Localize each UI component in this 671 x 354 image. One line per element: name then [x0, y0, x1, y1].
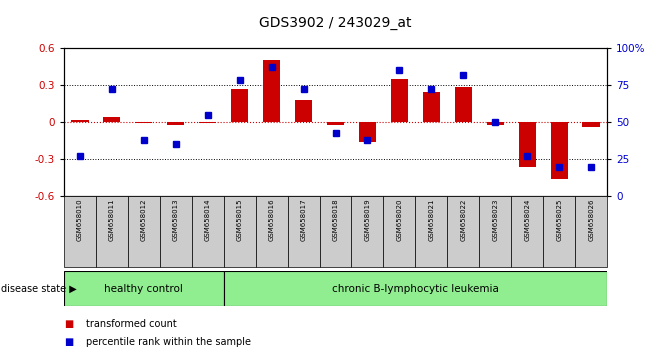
Bar [223, 271, 607, 306]
Bar [479, 196, 511, 267]
Text: transformed count: transformed count [86, 319, 176, 329]
Bar [135, 122, 152, 124]
Bar [423, 92, 440, 122]
Text: ■: ■ [64, 337, 73, 347]
Bar [511, 196, 544, 267]
Bar [327, 122, 344, 125]
Bar [582, 122, 600, 127]
Text: GSM658022: GSM658022 [460, 199, 466, 241]
Text: GSM658020: GSM658020 [397, 199, 403, 241]
Bar [288, 196, 319, 267]
Bar [167, 122, 185, 125]
Text: percentile rank within the sample: percentile rank within the sample [86, 337, 251, 347]
Bar [519, 122, 536, 167]
Bar [103, 117, 121, 122]
Bar [575, 196, 607, 267]
Bar [64, 196, 96, 267]
Text: GSM658021: GSM658021 [428, 199, 434, 241]
Bar [352, 196, 383, 267]
Text: GSM658015: GSM658015 [237, 199, 243, 241]
Text: disease state ▶: disease state ▶ [1, 284, 77, 293]
Bar [550, 122, 568, 179]
Bar [231, 89, 248, 122]
Text: GSM658016: GSM658016 [268, 199, 274, 241]
Text: healthy control: healthy control [104, 284, 183, 293]
Bar [96, 196, 127, 267]
Bar [486, 122, 504, 125]
Bar [359, 122, 376, 142]
Text: GSM658017: GSM658017 [301, 199, 307, 241]
Bar [263, 60, 280, 122]
Bar [223, 196, 256, 267]
Bar [256, 196, 288, 267]
Bar [415, 196, 448, 267]
Text: GSM658025: GSM658025 [556, 199, 562, 241]
Bar [383, 196, 415, 267]
Text: GSM658018: GSM658018 [333, 199, 338, 241]
Text: GSM658012: GSM658012 [141, 199, 147, 241]
Bar [448, 196, 479, 267]
Text: GSM658010: GSM658010 [76, 199, 83, 241]
Bar [319, 196, 352, 267]
Bar [160, 196, 192, 267]
Text: ■: ■ [64, 319, 73, 329]
Text: GSM658023: GSM658023 [493, 199, 499, 241]
Bar [454, 87, 472, 122]
Bar [295, 100, 312, 122]
Text: GSM658024: GSM658024 [524, 199, 530, 241]
Text: GDS3902 / 243029_at: GDS3902 / 243029_at [259, 16, 412, 30]
Bar [544, 196, 575, 267]
Text: GSM658014: GSM658014 [205, 199, 211, 241]
Text: GSM658013: GSM658013 [172, 199, 178, 241]
Text: GSM658026: GSM658026 [588, 199, 595, 241]
Text: GSM658011: GSM658011 [109, 199, 115, 241]
Bar [64, 271, 223, 306]
Bar [391, 79, 408, 122]
Bar [192, 196, 223, 267]
Bar [71, 120, 89, 122]
Text: GSM658019: GSM658019 [364, 199, 370, 241]
Bar [199, 122, 217, 124]
Text: chronic B-lymphocytic leukemia: chronic B-lymphocytic leukemia [332, 284, 499, 293]
Bar [127, 196, 160, 267]
